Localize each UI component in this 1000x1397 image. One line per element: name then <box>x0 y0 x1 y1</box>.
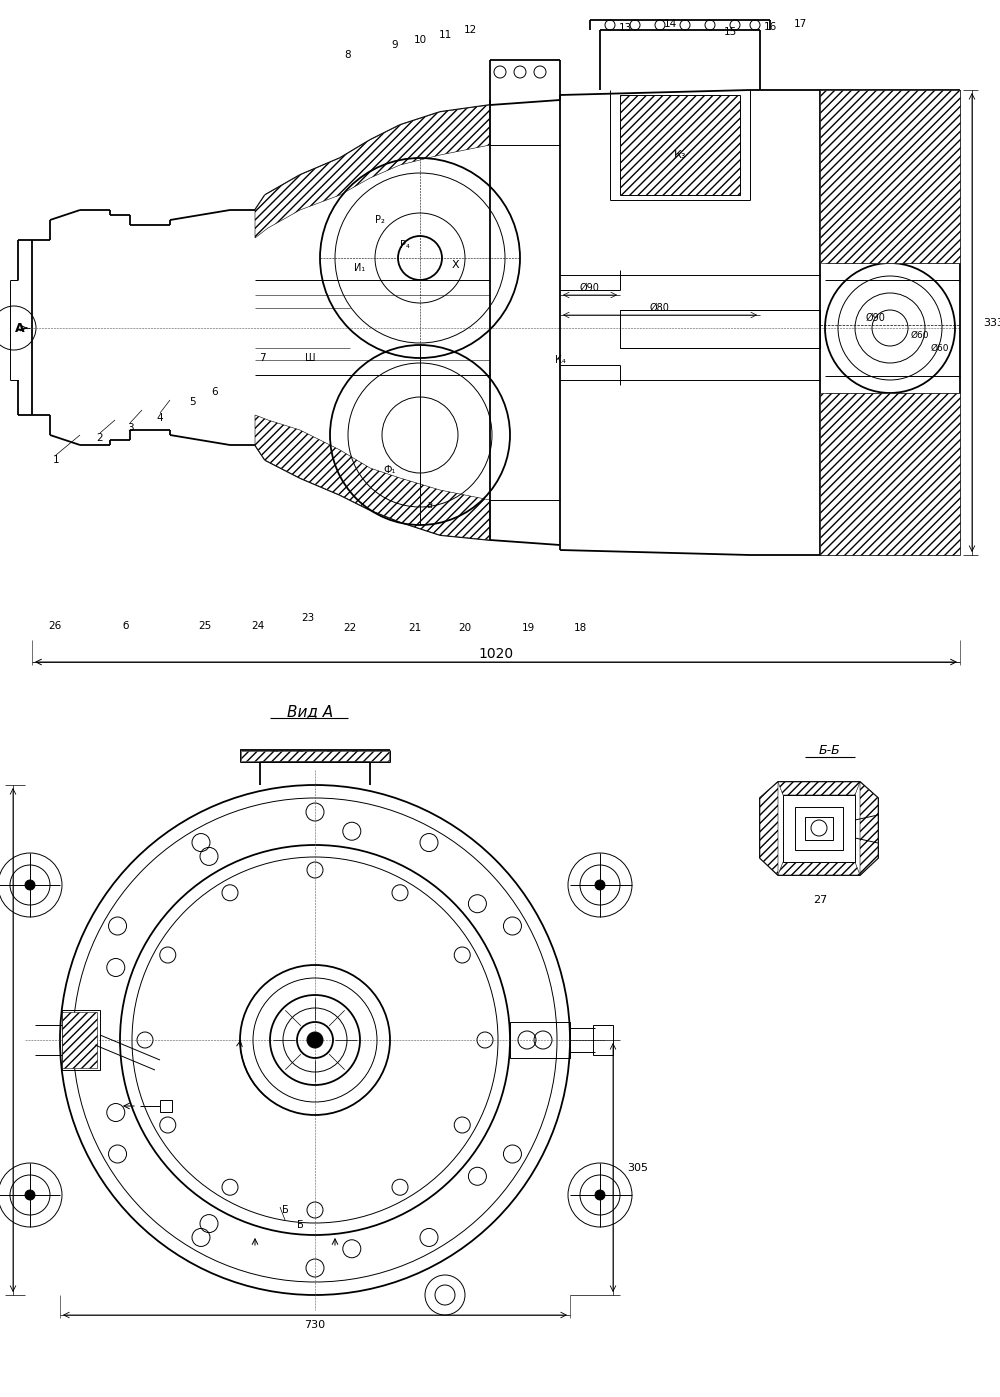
Polygon shape <box>820 89 960 263</box>
Text: 1: 1 <box>53 455 59 465</box>
Text: 20: 20 <box>458 623 472 633</box>
Bar <box>0 0 1000 700</box>
Text: Ф₁: Ф₁ <box>384 465 396 475</box>
Text: а: а <box>427 500 433 510</box>
Text: 1020: 1020 <box>478 647 514 661</box>
Bar <box>620 95 740 196</box>
Polygon shape <box>778 862 860 875</box>
Text: Б-Б: Б-Б <box>819 743 841 757</box>
Text: 25: 25 <box>198 622 212 631</box>
Text: 24: 24 <box>251 622 265 631</box>
Bar <box>62 1011 97 1067</box>
Text: К₄: К₄ <box>555 355 565 365</box>
Text: 13: 13 <box>618 22 632 34</box>
Text: 5: 5 <box>189 397 195 407</box>
Polygon shape <box>760 782 878 875</box>
Text: И₁: И₁ <box>354 263 366 272</box>
Text: 22: 22 <box>343 623 357 633</box>
Circle shape <box>595 1190 605 1200</box>
Bar <box>510 1023 570 1058</box>
Polygon shape <box>860 782 878 875</box>
Text: 14: 14 <box>663 20 677 29</box>
Text: 26: 26 <box>48 622 62 631</box>
Text: б: б <box>123 622 129 631</box>
Text: 11: 11 <box>438 29 452 41</box>
Text: Ø60: Ø60 <box>911 331 929 339</box>
Text: Б: Б <box>297 1220 303 1229</box>
Text: Ø60: Ø60 <box>931 344 949 352</box>
Bar <box>593 1025 613 1055</box>
Bar <box>795 807 843 849</box>
Text: Б: Б <box>282 1206 288 1215</box>
Bar <box>783 795 855 862</box>
Text: 15: 15 <box>723 27 737 36</box>
Text: Р₄: Р₄ <box>400 240 410 250</box>
Text: К₃: К₃ <box>674 149 686 161</box>
Circle shape <box>595 880 605 890</box>
Text: 6: 6 <box>212 387 218 397</box>
Text: 10: 10 <box>413 35 427 45</box>
Bar <box>805 817 833 840</box>
Bar <box>160 1099 172 1112</box>
Text: 21: 21 <box>408 623 422 633</box>
Text: 333: 333 <box>983 319 1000 328</box>
Text: Ш: Ш <box>305 353 315 363</box>
Circle shape <box>25 1190 35 1200</box>
Bar <box>62 1010 100 1070</box>
Text: 7: 7 <box>259 353 265 363</box>
Circle shape <box>25 880 35 890</box>
Text: 12: 12 <box>463 25 477 35</box>
Text: 16: 16 <box>763 22 777 32</box>
Polygon shape <box>820 393 960 555</box>
Text: 2: 2 <box>97 433 103 443</box>
Text: Р₂: Р₂ <box>375 215 385 225</box>
Text: 8: 8 <box>345 50 351 60</box>
Text: Ø90: Ø90 <box>865 313 885 323</box>
Polygon shape <box>255 105 490 237</box>
Text: 19: 19 <box>521 623 535 633</box>
Text: Вид А: Вид А <box>287 704 333 719</box>
Circle shape <box>307 1032 323 1048</box>
Text: Ø90: Ø90 <box>580 284 600 293</box>
Text: 305: 305 <box>627 1162 648 1173</box>
Text: 9: 9 <box>392 41 398 50</box>
Text: 27: 27 <box>813 895 827 905</box>
Text: 18: 18 <box>573 623 587 633</box>
Polygon shape <box>255 415 490 541</box>
Text: 23: 23 <box>301 613 315 623</box>
Text: 17: 17 <box>793 20 807 29</box>
Bar <box>620 310 820 348</box>
Text: Х: Х <box>451 260 459 270</box>
Text: A: A <box>15 321 25 334</box>
Text: 3: 3 <box>127 423 133 433</box>
Polygon shape <box>778 782 860 795</box>
Bar <box>241 752 389 761</box>
Polygon shape <box>760 782 778 875</box>
Text: 730: 730 <box>304 1320 326 1330</box>
Text: 4: 4 <box>157 414 163 423</box>
Text: Ø80: Ø80 <box>650 303 670 313</box>
